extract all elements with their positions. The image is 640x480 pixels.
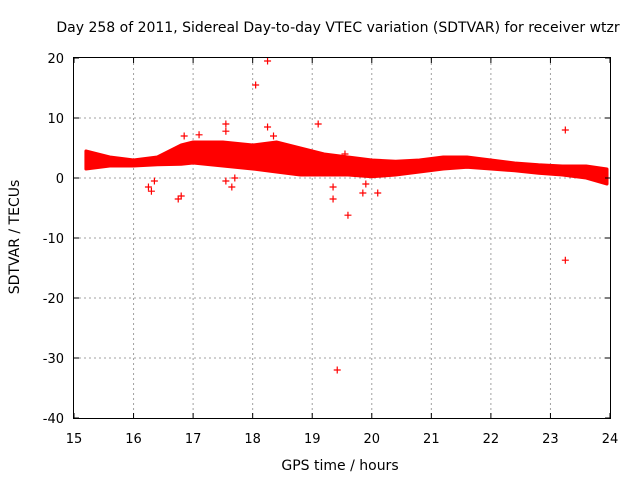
x-tick-label: 15 (66, 432, 83, 447)
x-tick-label: 17 (185, 432, 202, 447)
data-point-marker (344, 211, 352, 219)
axis-ticks (73, 57, 611, 419)
x-tick-label: 18 (244, 432, 261, 447)
data-point-marker (362, 180, 370, 188)
grid (74, 58, 610, 418)
x-tick-label: 19 (304, 432, 321, 447)
data-point-marker (231, 174, 239, 182)
y-tick-label: 0 (56, 172, 64, 187)
y-tick-label: -40 (43, 412, 64, 427)
data-point-marker (333, 366, 341, 374)
data-point-marker (264, 57, 272, 65)
data-point-marker (374, 189, 382, 197)
data-point-marker (359, 189, 367, 197)
data-point-marker (195, 131, 203, 139)
x-tick-label: 23 (542, 432, 559, 447)
data-point-marker (222, 177, 230, 185)
y-tick-label: 10 (47, 112, 64, 127)
data-point-marker (329, 183, 337, 191)
x-axis-title: GPS time / hours (281, 458, 398, 474)
data-band-area (84, 140, 609, 186)
x-tick-label: 24 (602, 432, 619, 447)
y-tick-labels: 20 10 0 -10 -20 -30 -40 (43, 52, 64, 427)
x-tick-label: 21 (423, 432, 440, 447)
x-tick-label: 20 (364, 432, 381, 447)
data-point-marker (147, 187, 155, 195)
data-point-marker (174, 195, 182, 203)
data-point-marker (150, 177, 158, 185)
data-point-marker (252, 81, 260, 89)
data-point-marker (177, 192, 185, 200)
data-point-marker (561, 126, 569, 134)
chart-title: Day 258 of 2011, Sidereal Day-to-day VTE… (56, 20, 620, 36)
plot-frame (73, 57, 611, 419)
data-point-marker (329, 195, 337, 203)
data-point-marker (264, 123, 272, 131)
y-tick-label: -10 (43, 232, 64, 247)
data-point-marker (561, 256, 569, 264)
data-point-marker (222, 127, 230, 135)
y-tick-label: 20 (47, 52, 64, 67)
x-tick-label: 22 (483, 432, 500, 447)
data-band (84, 140, 609, 186)
data-point-marker (341, 150, 349, 158)
data-point-marker (228, 183, 236, 191)
data-point-marker (270, 132, 278, 140)
data-point-marker (180, 132, 188, 140)
y-tick-label: -20 (43, 292, 64, 307)
data-point-marker (314, 120, 322, 128)
data-point-marker (222, 120, 230, 128)
data-markers (144, 57, 569, 374)
y-tick-label: -30 (43, 352, 64, 367)
x-tick-label: 16 (125, 432, 142, 447)
x-tick-labels: 15 16 17 18 19 20 21 22 23 24 (66, 432, 619, 447)
y-axis-title: SDTVAR / TECUs (7, 180, 23, 295)
data-point-marker (144, 183, 152, 191)
